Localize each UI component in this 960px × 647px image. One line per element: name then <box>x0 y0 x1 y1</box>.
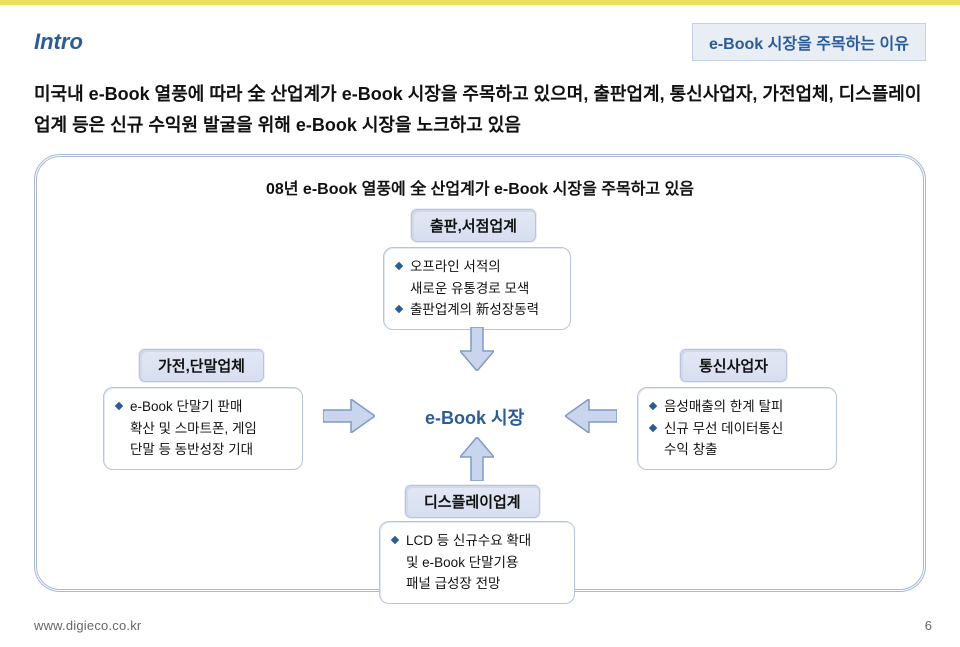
diagram-center-label: e-Book 시장 <box>425 404 524 430</box>
node-left-detail: e-Book 단말기 판매 확산 및 스마트폰, 게임 단말 등 동반성장 기대 <box>103 387 303 470</box>
node-bottom-line: 및 e-Book 단말기용 <box>406 552 518 574</box>
node-right-line: 수익 창출 <box>664 439 717 461</box>
node-right-line: 음성매출의 한계 탈피 <box>664 396 783 418</box>
diagram-area: 출판,서점업계 오프라인 서적의 새로운 유통경로 모색 출판업계의 新성장동력… <box>55 209 905 579</box>
node-bottom-title: 디스플레이업계 <box>405 485 540 518</box>
node-right-detail: 음성매출의 한계 탈피 신규 무선 데이터통신 수익 창출 <box>637 387 837 470</box>
node-right-line: 신규 무선 데이터통신 <box>664 418 783 440</box>
node-left-line: 확산 및 스마트폰, 게임 <box>130 418 257 440</box>
arrow-up-icon <box>460 437 494 481</box>
bullet-icon <box>395 262 403 270</box>
page-number: 6 <box>925 618 932 633</box>
diagram-frame: 08년 e-Book 열풍에 全 산업계가 e-Book 시장을 주목하고 있음… <box>34 154 926 592</box>
diagram-subheading: 08년 e-Book 열풍에 全 산업계가 e-Book 시장을 주목하고 있음 <box>55 175 905 199</box>
arrow-right-icon <box>323 399 375 433</box>
bullet-icon <box>391 536 399 544</box>
arrow-left-icon <box>565 399 617 433</box>
node-left-title: 가전,단말업체 <box>139 349 264 382</box>
node-left-line: e-Book 단말기 판매 <box>130 396 242 418</box>
lead-paragraph: 미국내 e-Book 열풍에 따라 全 산업계가 e-Book 시장을 주목하고… <box>34 79 926 140</box>
node-top-line: 새로운 유통경로 모색 <box>410 278 529 300</box>
bullet-icon <box>649 424 657 432</box>
slide-header: Intro e-Book 시장을 주목하는 이유 <box>34 23 926 61</box>
footer-url: www.digieco.co.kr <box>34 618 141 633</box>
node-bottom-line: LCD 등 신규수요 확대 <box>406 530 531 552</box>
bullet-icon <box>395 305 403 313</box>
slide-container: Intro e-Book 시장을 주목하는 이유 미국내 e-Book 열풍에 … <box>0 0 960 647</box>
node-bottom-detail: LCD 등 신규수요 확대 및 e-Book 단말기용 패널 급성장 전망 <box>379 521 575 604</box>
bullet-icon <box>115 402 123 410</box>
bullet-icon <box>649 402 657 410</box>
node-top-title: 출판,서점업계 <box>411 209 536 242</box>
node-left-line: 단말 등 동반성장 기대 <box>130 439 253 461</box>
node-bottom-line: 패널 급성장 전망 <box>406 573 500 595</box>
node-top-line: 오프라인 서적의 <box>410 256 501 278</box>
node-right-title: 통신사업자 <box>680 349 787 382</box>
arrow-down-icon <box>460 327 494 371</box>
header-title: e-Book 시장을 주목하는 이유 <box>692 23 926 61</box>
node-top-line: 출판업계의 新성장동력 <box>410 299 539 321</box>
header-section-label: Intro <box>34 29 83 55</box>
node-top-detail: 오프라인 서적의 새로운 유통경로 모색 출판업계의 新성장동력 <box>383 247 571 330</box>
